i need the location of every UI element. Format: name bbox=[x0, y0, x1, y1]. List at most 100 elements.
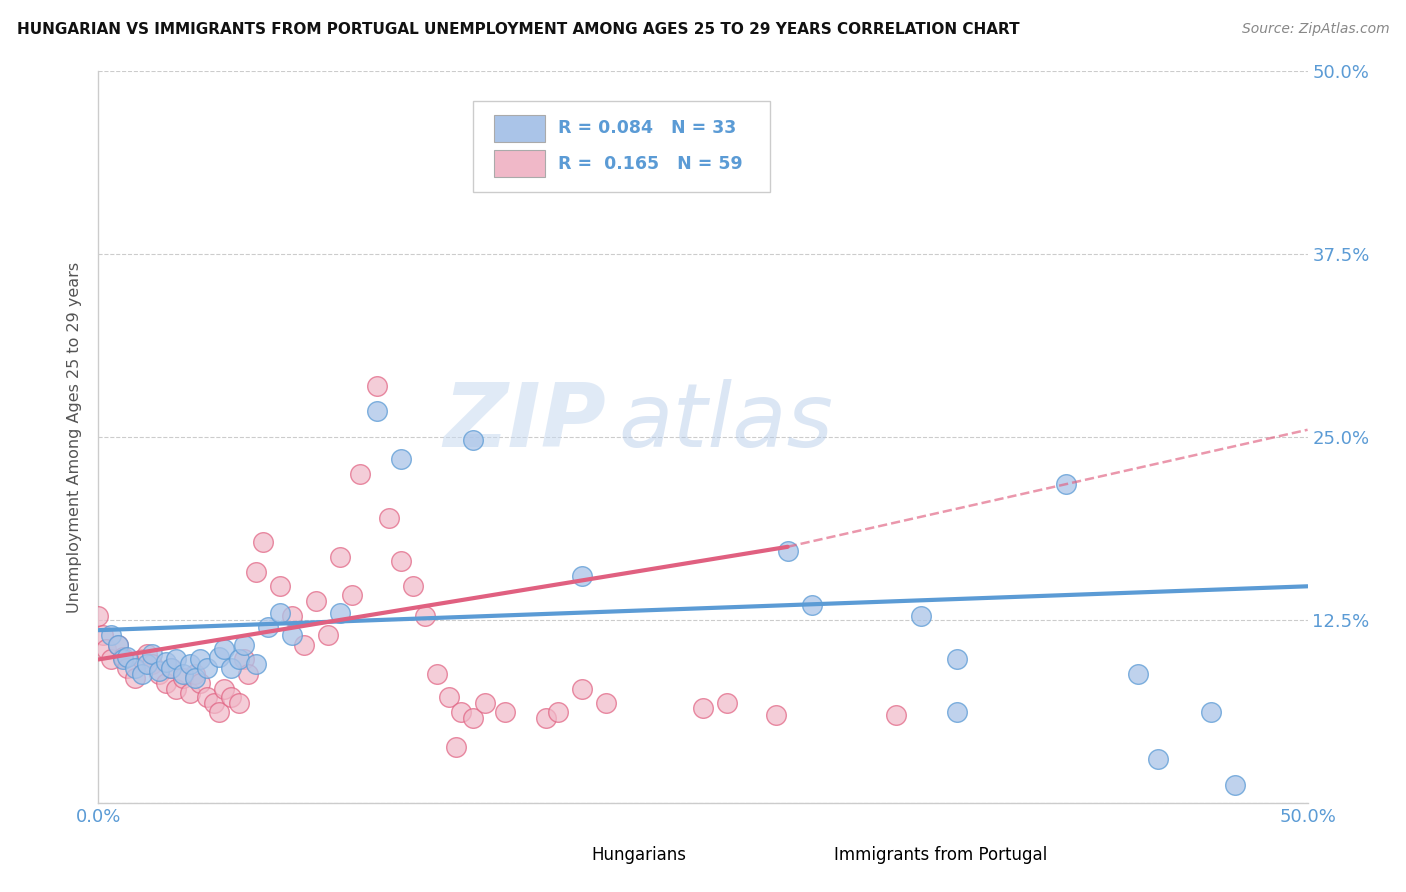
Point bbox=[426, 667, 449, 681]
Point bbox=[474, 696, 496, 710]
Point bbox=[107, 638, 129, 652]
Point bbox=[571, 569, 593, 583]
Point bbox=[281, 608, 304, 623]
Point bbox=[910, 608, 932, 623]
FancyBboxPatch shape bbox=[534, 843, 579, 866]
Point bbox=[221, 690, 243, 705]
Point bbox=[305, 594, 328, 608]
Point bbox=[366, 403, 388, 417]
Point bbox=[245, 657, 267, 671]
Point bbox=[269, 606, 291, 620]
Point bbox=[148, 667, 170, 681]
Point bbox=[188, 652, 211, 666]
Point bbox=[292, 638, 315, 652]
Text: HUNGARIAN VS IMMIGRANTS FROM PORTUGAL UNEMPLOYMENT AMONG AGES 25 TO 29 YEARS COR: HUNGARIAN VS IMMIGRANTS FROM PORTUGAL UN… bbox=[17, 22, 1019, 37]
Point bbox=[179, 657, 201, 671]
Point bbox=[111, 652, 134, 666]
Point bbox=[716, 696, 738, 710]
Point bbox=[131, 652, 153, 666]
Point bbox=[195, 661, 218, 675]
Point bbox=[437, 690, 460, 705]
Text: ZIP: ZIP bbox=[443, 379, 606, 466]
FancyBboxPatch shape bbox=[474, 101, 769, 192]
Point bbox=[238, 667, 260, 681]
Point bbox=[946, 652, 969, 666]
Point bbox=[534, 711, 557, 725]
Point bbox=[366, 379, 388, 393]
Point bbox=[100, 627, 122, 641]
Point bbox=[135, 657, 157, 671]
Point bbox=[446, 740, 468, 755]
Point bbox=[87, 608, 110, 623]
Point bbox=[765, 708, 787, 723]
Point bbox=[188, 676, 211, 690]
Point bbox=[135, 647, 157, 661]
FancyBboxPatch shape bbox=[494, 150, 544, 178]
Point bbox=[342, 588, 364, 602]
FancyBboxPatch shape bbox=[776, 843, 821, 866]
Y-axis label: Unemployment Among Ages 25 to 29 years: Unemployment Among Ages 25 to 29 years bbox=[67, 261, 83, 613]
Point bbox=[228, 696, 250, 710]
Point bbox=[111, 649, 134, 664]
Point bbox=[221, 661, 243, 675]
Point bbox=[256, 620, 278, 634]
Point bbox=[228, 652, 250, 666]
Point bbox=[160, 661, 183, 675]
Point bbox=[413, 608, 436, 623]
Point bbox=[450, 705, 472, 719]
Text: atlas: atlas bbox=[619, 379, 834, 466]
Point bbox=[329, 549, 352, 564]
Point bbox=[1146, 752, 1168, 766]
Point bbox=[329, 606, 352, 620]
Point bbox=[232, 638, 254, 652]
Point bbox=[252, 535, 274, 549]
Point bbox=[232, 652, 254, 666]
Point bbox=[1054, 476, 1077, 491]
Point bbox=[91, 627, 114, 641]
Point bbox=[377, 510, 399, 524]
Point bbox=[886, 708, 908, 723]
Point bbox=[141, 657, 163, 671]
Point bbox=[547, 705, 569, 719]
Point bbox=[1128, 667, 1150, 681]
Point bbox=[100, 652, 122, 666]
Point bbox=[155, 656, 177, 670]
Point bbox=[349, 467, 371, 481]
Point bbox=[463, 433, 485, 447]
Point bbox=[571, 681, 593, 696]
Point bbox=[172, 667, 194, 681]
Point bbox=[245, 565, 267, 579]
Text: Immigrants from Portugal: Immigrants from Portugal bbox=[834, 846, 1047, 863]
Text: Hungarians: Hungarians bbox=[592, 846, 686, 863]
Point bbox=[402, 579, 425, 593]
Point bbox=[195, 690, 218, 705]
Point bbox=[389, 452, 412, 467]
Point bbox=[269, 579, 291, 593]
Point bbox=[494, 705, 516, 719]
Point bbox=[124, 672, 146, 686]
Point bbox=[165, 652, 187, 666]
Point bbox=[179, 686, 201, 700]
Point bbox=[184, 672, 207, 686]
Point bbox=[208, 649, 231, 664]
Point bbox=[160, 661, 183, 675]
Point bbox=[595, 696, 617, 710]
Text: R = 0.084   N = 33: R = 0.084 N = 33 bbox=[558, 120, 737, 137]
Point bbox=[155, 676, 177, 690]
Point bbox=[800, 599, 823, 613]
Point bbox=[172, 672, 194, 686]
Point bbox=[94, 642, 117, 657]
Point bbox=[463, 711, 485, 725]
Point bbox=[946, 705, 969, 719]
Point bbox=[498, 130, 520, 145]
Point bbox=[124, 661, 146, 675]
Point bbox=[148, 664, 170, 678]
Point bbox=[776, 544, 799, 558]
Point bbox=[117, 649, 139, 664]
Point bbox=[1223, 778, 1246, 792]
Point bbox=[107, 638, 129, 652]
Point bbox=[141, 647, 163, 661]
Point bbox=[389, 554, 412, 568]
Point bbox=[208, 705, 231, 719]
Point bbox=[212, 642, 235, 657]
